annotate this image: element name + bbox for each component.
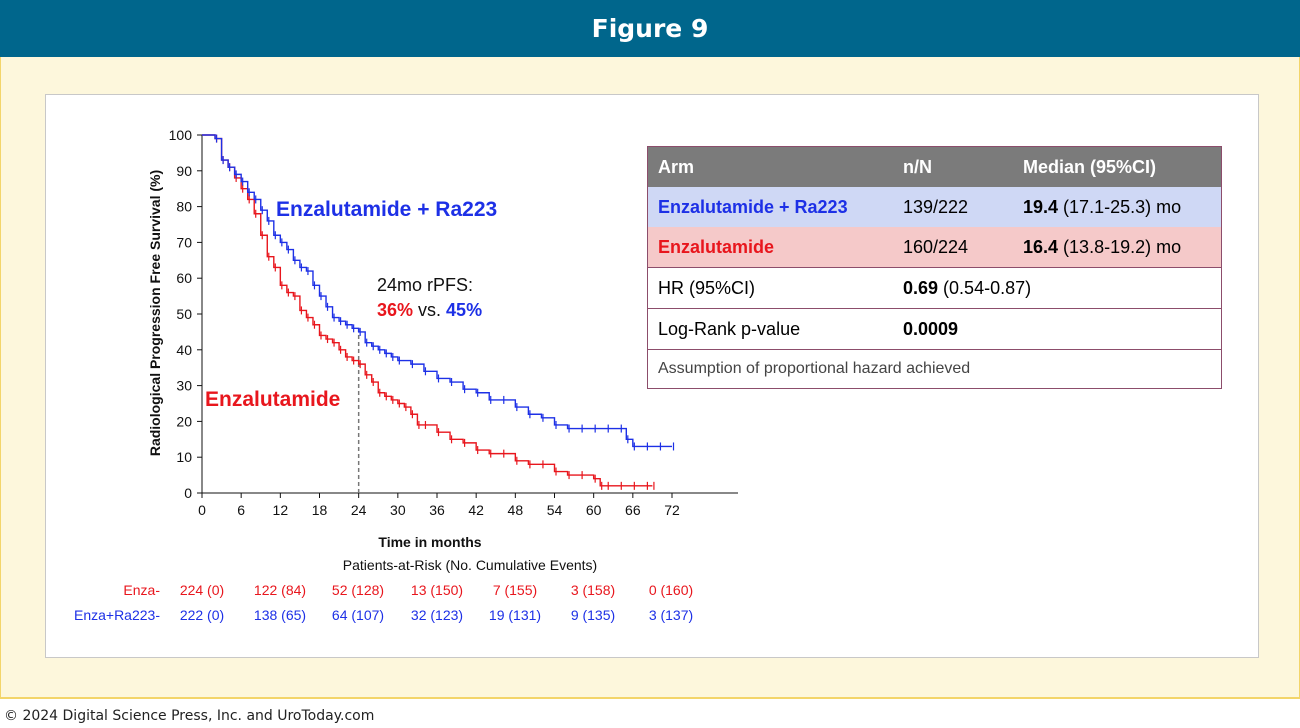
- copyright-text: © 2024 Digital Science Press, Inc. and U…: [4, 708, 375, 724]
- ph-note: Assumption of proportional hazard achiev…: [647, 349, 1222, 389]
- median-combo-ci: (17.1-25.3) mo: [1058, 196, 1182, 217]
- table-row-enza: Enzalutamide 160/224 16.4 (13.8-19.2) mo: [647, 227, 1222, 268]
- hr-value-ci: (0.54-0.87): [938, 277, 1032, 298]
- arm-combo: Enzalutamide + Ra223: [647, 187, 893, 227]
- p-label: Log-Rank p-value: [647, 308, 893, 350]
- table-row-pvalue: Log-Rank p-value 0.0009: [647, 308, 1222, 350]
- nn-combo: 139/222: [893, 187, 1013, 227]
- table-row-hr: HR (95%CI) 0.69 (0.54-0.87): [647, 267, 1222, 309]
- col-nn: n/N: [893, 146, 1013, 187]
- hr-value-bold: 0.69: [903, 277, 939, 298]
- hr-value: 0.69 (0.54-0.87): [893, 267, 1222, 309]
- stats-header-row: Arm n/N Median (95%CI): [647, 146, 1222, 187]
- median-combo: 19.4 (17.1-25.3) mo: [1013, 187, 1222, 227]
- median-enza-ci: (13.8-19.2) mo: [1058, 236, 1182, 257]
- p-value: 0.0009: [893, 308, 1222, 350]
- figure-header: Figure 9: [0, 0, 1300, 57]
- median-enza-value: 16.4: [1023, 236, 1059, 257]
- median-enza: 16.4 (13.8-19.2) mo: [1013, 227, 1222, 268]
- table-row-note: Assumption of proportional hazard achiev…: [647, 349, 1222, 389]
- nn-enza: 160/224: [893, 227, 1013, 268]
- p-value-bold: 0.0009: [903, 318, 959, 339]
- figure-title: Figure 9: [591, 14, 709, 43]
- col-median: Median (95%CI): [1013, 146, 1222, 187]
- arm-enza: Enzalutamide: [647, 227, 893, 268]
- stats-table: Arm n/N Median (95%CI) Enzalutamide + Ra…: [647, 146, 1222, 389]
- col-arm: Arm: [647, 146, 893, 187]
- hr-label: HR (95%CI): [647, 267, 893, 309]
- table-row-combo: Enzalutamide + Ra223 139/222 19.4 (17.1-…: [647, 187, 1222, 227]
- median-combo-value: 19.4: [1023, 196, 1059, 217]
